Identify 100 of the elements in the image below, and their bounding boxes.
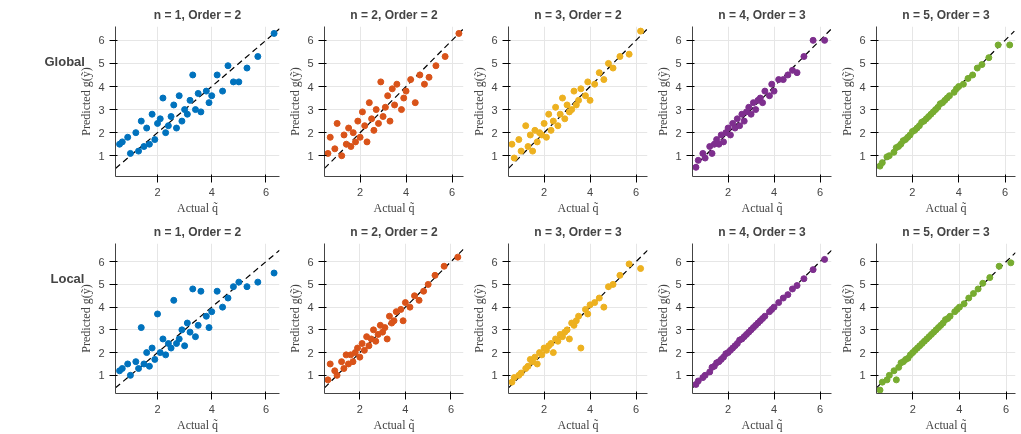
y-tick-label: 1 bbox=[491, 369, 498, 382]
y-tick-label: 1 bbox=[859, 369, 866, 382]
y-tick-label: 3 bbox=[98, 103, 105, 116]
y-axis-title: Predicted g(ỹ) bbox=[288, 284, 303, 353]
y-tick-label: 5 bbox=[859, 57, 866, 70]
y-tick-label: 2 bbox=[307, 346, 314, 359]
y-axis-title: Predicted g(ỹ) bbox=[79, 67, 94, 136]
x-tick-label: 2 bbox=[909, 185, 916, 198]
x-axis-title: Actual q̃ bbox=[925, 417, 967, 432]
y-tick-label: 4 bbox=[98, 301, 105, 314]
chart-title: n = 2, Order = 2 bbox=[350, 224, 439, 239]
y-tick-label: 6 bbox=[675, 34, 682, 47]
y-tick-label: 1 bbox=[307, 149, 314, 162]
y-tick-label: 6 bbox=[98, 34, 105, 47]
chart-title: n = 1, Order = 2 bbox=[153, 7, 242, 22]
text: Global bbox=[44, 53, 85, 69]
y-tick-label: 5 bbox=[491, 278, 498, 291]
y-tick-label: 6 bbox=[98, 255, 105, 268]
x-tick-label: 2 bbox=[725, 402, 732, 415]
y-tick-label: 2 bbox=[491, 126, 498, 139]
x-tick-label: 2 bbox=[725, 185, 732, 198]
y-axis-title: Predicted g(ỹ) bbox=[288, 67, 303, 136]
y-tick-label: 5 bbox=[98, 57, 105, 70]
x-tick-label: 2 bbox=[356, 402, 363, 415]
chart-title: n = 4, Order = 3 bbox=[718, 7, 807, 22]
y-axis-title: Predicted g(ỹ) bbox=[656, 284, 671, 353]
x-tick-label: 6 bbox=[816, 185, 824, 198]
y-tick-label: 5 bbox=[675, 278, 682, 291]
y-tick-label: 4 bbox=[859, 80, 866, 93]
x-tick-label: 6 bbox=[1002, 185, 1009, 198]
chart-title: n = 1, Order = 2 bbox=[153, 224, 242, 239]
x-tick-label: 6 bbox=[1003, 402, 1010, 415]
chart-title: n = 4, Order = 3 bbox=[718, 224, 807, 239]
x-tick-label: 4 bbox=[955, 185, 962, 198]
y-tick-label: 5 bbox=[307, 278, 314, 291]
y-tick-label: 6 bbox=[675, 255, 682, 268]
y-tick-label: 1 bbox=[675, 369, 682, 382]
y-tick-label: 3 bbox=[859, 103, 866, 116]
y-axis-title: Predicted g(ỹ) bbox=[840, 67, 855, 136]
y-tick-label: 3 bbox=[98, 323, 105, 336]
y-tick-label: 4 bbox=[491, 80, 498, 93]
chart-title: n = 3, Order = 3 bbox=[534, 224, 623, 239]
y-tick-label: 6 bbox=[307, 34, 314, 47]
y-tick-label: 5 bbox=[675, 57, 682, 70]
y-tick-label: 3 bbox=[675, 323, 682, 336]
x-tick-label: 4 bbox=[771, 185, 778, 198]
y-tick-label: 1 bbox=[307, 369, 314, 382]
y-axis-title: Predicted g(ỹ) bbox=[472, 67, 487, 136]
x-tick-label: 4 bbox=[587, 402, 594, 415]
x-axis-title: Actual q̃ bbox=[373, 417, 415, 432]
x-tick-label: 4 bbox=[403, 185, 410, 198]
y-tick-label: 4 bbox=[675, 301, 682, 314]
chart-title: n = 5, Order = 3 bbox=[902, 224, 991, 239]
x-tick-label: 2 bbox=[541, 185, 548, 198]
x-tick-label: 2 bbox=[909, 402, 916, 415]
x-tick-label: 6 bbox=[632, 185, 640, 198]
chart-title: n = 3, Order = 2 bbox=[534, 7, 623, 22]
x-tick-label: 6 bbox=[447, 402, 455, 415]
x-axis-title: Actual q̃ bbox=[373, 200, 415, 215]
x-axis-title: Actual q̃ bbox=[741, 200, 783, 215]
y-tick-label: 4 bbox=[675, 80, 682, 93]
x-tick-label: 4 bbox=[402, 402, 409, 415]
x-axis-title: Actual q̃ bbox=[557, 200, 599, 215]
x-axis-title: Actual q̃ bbox=[177, 417, 219, 432]
y-tick-label: 6 bbox=[307, 255, 314, 268]
y-tick-label: 6 bbox=[859, 255, 866, 268]
y-tick-label: 2 bbox=[859, 346, 866, 359]
x-tick-label: 4 bbox=[956, 402, 963, 415]
y-tick-label: 1 bbox=[98, 149, 105, 162]
y-tick-label: 4 bbox=[307, 301, 314, 314]
chart-title: n = 2, Order = 2 bbox=[350, 7, 439, 22]
y-tick-label: 2 bbox=[491, 346, 498, 359]
y-tick-label: 6 bbox=[491, 255, 498, 268]
x-tick-label: 6 bbox=[816, 402, 824, 415]
y-axis-title: Predicted g(ỹ) bbox=[656, 67, 671, 136]
x-axis-title: Actual q̃ bbox=[741, 417, 783, 432]
y-tick-label: 1 bbox=[491, 149, 498, 162]
y-tick-label: 2 bbox=[675, 346, 682, 359]
y-tick-label: 2 bbox=[98, 126, 105, 139]
x-tick-label: 2 bbox=[541, 402, 548, 415]
y-tick-label: 5 bbox=[98, 278, 105, 291]
chart-title: n = 5, Order = 3 bbox=[902, 7, 991, 22]
y-tick-label: 5 bbox=[491, 57, 498, 70]
x-tick-label: 2 bbox=[154, 402, 161, 415]
y-tick-label: 3 bbox=[491, 103, 498, 116]
y-tick-label: 4 bbox=[307, 80, 314, 93]
y-axis-title: Predicted g(ỹ) bbox=[79, 284, 94, 353]
y-tick-label: 1 bbox=[98, 369, 105, 382]
y-tick-label: 2 bbox=[307, 126, 314, 139]
y-tick-label: 1 bbox=[859, 149, 866, 162]
x-tick-label: 2 bbox=[154, 185, 161, 198]
x-tick-label: 6 bbox=[262, 185, 270, 198]
x-tick-label: 4 bbox=[771, 402, 778, 415]
y-tick-label: 3 bbox=[859, 323, 866, 336]
y-tick-label: 4 bbox=[491, 301, 498, 314]
text: Local bbox=[50, 270, 85, 286]
y-tick-label: 4 bbox=[98, 80, 105, 93]
x-axis-title: Actual q̃ bbox=[925, 200, 967, 215]
y-tick-label: 6 bbox=[491, 34, 498, 47]
y-axis-title: Predicted g(ỹ) bbox=[472, 284, 487, 353]
